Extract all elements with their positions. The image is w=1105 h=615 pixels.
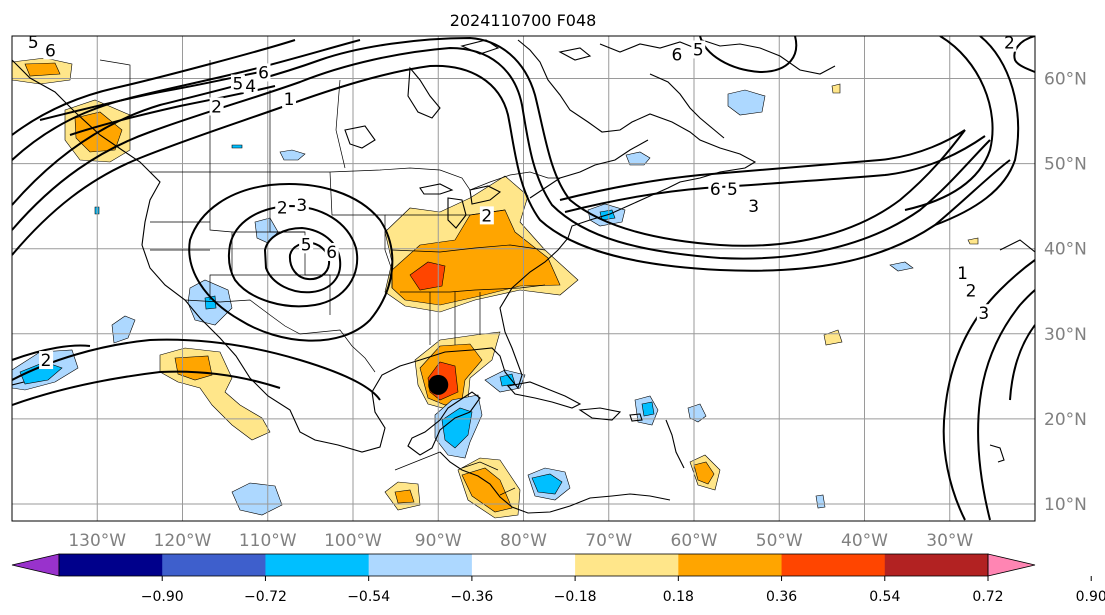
storm-center-marker (428, 374, 449, 395)
longitude-label: 50°W (756, 531, 803, 551)
contour-label-background (691, 40, 706, 59)
contour-label: 2 (966, 281, 977, 301)
colorbar-tick-label: −0.36 (450, 589, 493, 605)
contour-label-background (256, 63, 271, 82)
graticule (12, 36, 1035, 521)
colorbar-tick-label: −0.90 (141, 589, 184, 605)
contour-label-background (39, 351, 54, 370)
latitude-label: 20°N (1044, 410, 1087, 430)
contour-label-background (275, 198, 290, 217)
colorbar-segment (678, 554, 783, 576)
colorbar-segment (884, 554, 989, 576)
contour-label: 2 (41, 351, 52, 371)
longitude-label: 60°W (671, 531, 718, 551)
contour-label-background (976, 304, 991, 323)
contour-label: 6 (672, 46, 683, 66)
colorbar-tick-label: −0.54 (347, 589, 390, 605)
contour-label-background (725, 180, 740, 199)
latitude-label: 10°N (1044, 495, 1087, 515)
contour-label-background (708, 180, 723, 199)
contour-label-background (964, 281, 979, 300)
colorbar-segment (265, 554, 370, 576)
contour-label-background (294, 196, 309, 215)
latitude-label: 50°N (1044, 155, 1087, 175)
contour-label: 6 (45, 41, 56, 61)
contour-label: 5 (727, 180, 738, 200)
contour-label-background (243, 77, 258, 96)
longitude-label: 40°W (841, 531, 888, 551)
longitude-label: 90°W (415, 531, 462, 551)
latitude-label: 40°N (1044, 240, 1087, 260)
contour-label: 1 (957, 264, 968, 284)
figure-title: 2024110700 F048 (450, 11, 597, 30)
contour-label: 5 (301, 235, 312, 255)
coastlines (12, 39, 1035, 514)
contour-label-background (1002, 36, 1017, 52)
colorbar-tick-label: 0.72 (972, 589, 1003, 605)
longitude-label: 70°W (585, 531, 632, 551)
contour-label-background (43, 41, 58, 60)
latitude-label: 30°N (1044, 325, 1087, 345)
longitude-label: 80°W (500, 531, 547, 551)
colorbar-segment (368, 554, 473, 576)
contour-label-background (955, 264, 970, 283)
contour-label-background (26, 36, 41, 51)
colorbar-segment (781, 554, 886, 576)
contour-label-background (299, 235, 314, 254)
colorbar-tick-label: −0.18 (554, 589, 597, 605)
colorbar-segment (162, 554, 266, 576)
colorbar: −0.90 −0.72 −0.54 −0.36 −0.18 0.18 0.36 0.54 0.7… (11, 553, 1105, 605)
contour-label-background (479, 206, 494, 225)
contour-label: 3 (748, 197, 759, 217)
contour-label: 5 (693, 40, 704, 60)
contour-label: 2 (481, 206, 492, 226)
colorbar-tick-label: 0.90 (1076, 589, 1105, 605)
longitude-label: 30°W (926, 531, 973, 551)
colorbar-segment (575, 554, 679, 576)
contour-label: 3 (296, 196, 307, 216)
colorbar-tick-label: 0.18 (663, 589, 694, 605)
colorbar-tick-label: 0.36 (766, 589, 797, 605)
contour-label: 5 (232, 75, 243, 95)
contour-label-background (282, 89, 297, 108)
longitude-label: 100°W (324, 531, 382, 551)
colorbar-segment (471, 554, 576, 576)
contour-label: 6 (710, 180, 721, 200)
contour-label-background (746, 197, 761, 216)
colorbar-tick-label: −0.72 (244, 589, 287, 605)
longitude-labels: 130°W 120°W 110°W 100°W 90°W 80°W 70°W 60°W 50°W… (68, 531, 973, 551)
contour-label-background (324, 242, 339, 261)
contour-label: 2 (1004, 34, 1015, 54)
contour-lines (12, 36, 1035, 521)
contour-label: 5 (28, 33, 39, 53)
longitude-label: 130°W (68, 531, 126, 551)
colorbar-tick-label: 0.54 (869, 589, 900, 605)
contour-label: 3 (978, 304, 989, 324)
latitude-labels: 60°N 50°N 40°N 30°N 20°N 10°N (1044, 70, 1087, 515)
latitude-label: 60°N (1044, 70, 1087, 90)
contour-label: 2 (211, 97, 222, 117)
colorbar-frame (58, 553, 989, 577)
colorbar-high-extend (987, 553, 1036, 577)
map-frame (11, 35, 1036, 522)
colorbar-segment (59, 554, 163, 576)
contour-label: 2 (277, 199, 288, 219)
contour-label: 6 (326, 243, 337, 263)
contour-label-background (669, 45, 684, 64)
contour-label: 6 (258, 63, 269, 83)
longitude-label: 110°W (239, 531, 297, 551)
contour-label-background (230, 74, 245, 93)
colorbar-low-extend (11, 553, 60, 577)
longitude-label: 120°W (154, 531, 212, 551)
contour-label: 4 (245, 77, 256, 97)
contour-label: 1 (284, 90, 295, 110)
contour-label-background (209, 97, 224, 116)
